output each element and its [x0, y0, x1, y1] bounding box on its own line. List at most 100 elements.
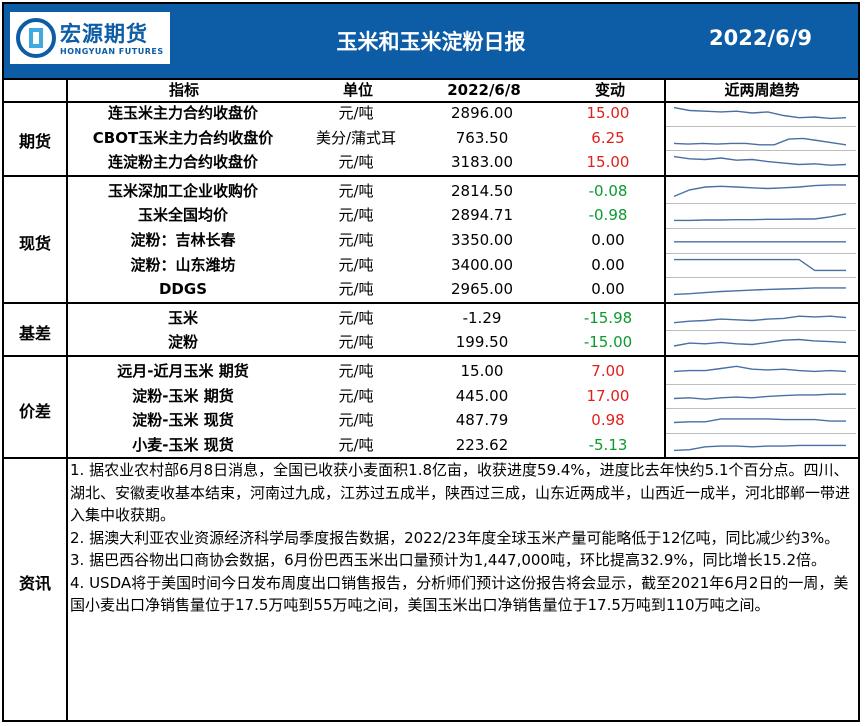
value-cell: 2896.00 — [450, 104, 514, 122]
trend-sparkline — [674, 258, 846, 271]
logo-english: HONGYUAN FUTURES — [60, 47, 164, 56]
value-cell: 487.79 — [455, 411, 509, 430]
report-title: 玉米和玉米淀粉日报 — [336, 30, 526, 54]
trend-sparkline — [673, 156, 847, 167]
indicator-name: 淀粉-玉米 现货 — [132, 411, 234, 430]
table-row: 玉米 元/吨 -1.29 -15.98 — [0, 306, 865, 331]
table-row: 连淀粉主力合约收盘价 元/吨 3183.00 15.00 — [0, 150, 865, 175]
news-item: 4. USDA将于美国时间今日发布周度出口销售报告，分析师们预计这份报告将会显示… — [70, 573, 849, 615]
col-date: 2022/6/8 — [447, 81, 521, 99]
indicator-name: 淀粉：山东潍坊 — [130, 255, 236, 274]
trend-sparkline — [673, 339, 847, 348]
section-label: 期货 — [18, 131, 51, 151]
trend-line — [673, 183, 846, 197]
trend-sparkline — [673, 106, 847, 120]
indicator-name: 玉米全国均价 — [137, 206, 228, 225]
value-cell: 199.50 — [455, 333, 509, 352]
news-body: 1. 据农业农村部6月8日消息，全国已收获小麦面积1.8亿亩，收获进度59.4%… — [70, 459, 850, 617]
column-divider — [664, 79, 666, 460]
indicator-name: DDGS — [158, 280, 208, 299]
logo-chinese: 宏源期货 — [60, 22, 148, 46]
trend-sparkline — [673, 315, 847, 324]
change-cell: 15.00 — [586, 104, 630, 122]
row-gridline — [666, 125, 856, 127]
value-cell: 3183.00 — [450, 153, 514, 172]
company-logo: 宏源期货 HONGYUAN FUTURES — [10, 12, 170, 64]
unit-cell: 元/吨 — [338, 308, 374, 327]
row-gridline — [666, 330, 856, 332]
change-cell: 0.00 — [591, 280, 625, 299]
value-cell: 15.00 — [460, 362, 504, 380]
trend-line — [673, 339, 847, 348]
table-row: 玉米全国均价 元/吨 2894.71 -0.98 — [0, 203, 865, 228]
indicator-name: 小麦-玉米 现货 — [132, 435, 234, 454]
change-cell: 7.00 — [591, 362, 625, 380]
indicator-name: 玉米 — [167, 308, 198, 327]
value-cell: 3400.00 — [450, 255, 514, 274]
col-trend: 近两周趋势 — [724, 81, 800, 99]
unit-cell: 元/吨 — [338, 411, 374, 430]
table-row: 远月-近月玉米 期货 元/吨 15.00 7.00 — [0, 359, 865, 384]
trend-line — [673, 393, 846, 400]
change-cell: 17.00 — [586, 386, 630, 405]
trend-sparkline — [673, 183, 846, 197]
unit-cell: 美分/蒲式耳 — [315, 128, 397, 147]
indicator-name: 淀粉：吉林长春 — [130, 231, 236, 249]
value-cell: 223.62 — [455, 435, 509, 454]
indicator-name: CBOT玉米主力合约收盘价 — [92, 128, 274, 147]
trend-line — [673, 315, 847, 324]
news-item: 3. 据巴西谷物出口商协会数据，6月份巴西玉米出口量预计为1,447,000吨，… — [70, 551, 827, 569]
unit-cell: 元/吨 — [338, 181, 374, 200]
table-row: 玉米深加工企业收购价 元/吨 2814.50 -0.08 — [0, 179, 865, 204]
col-unit: 单位 — [342, 81, 373, 99]
row-gridline — [666, 228, 856, 229]
row-gridline — [666, 432, 856, 434]
news-item: 2. 据澳大利亚农业资源经济科学局季度报告数据，2022/23年度全球玉米产量可… — [70, 528, 840, 547]
trend-sparkline — [673, 365, 847, 373]
value-cell: 2965.00 — [450, 280, 514, 299]
change-cell: 0.98 — [591, 411, 625, 430]
column-divider — [66, 79, 68, 722]
table-row: 连玉米主力合约收盘价 元/吨 2896.00 15.00 — [0, 101, 865, 126]
table-row: DDGS 元/吨 2965.00 0.00 — [0, 277, 865, 302]
change-cell: -5.13 — [588, 435, 628, 454]
unit-cell: 元/吨 — [338, 333, 374, 352]
trend-sparkline — [673, 444, 846, 451]
change-cell: -0.98 — [588, 206, 628, 225]
trend-line — [674, 213, 847, 222]
trend-line — [673, 444, 846, 451]
value-cell: -1.29 — [462, 308, 502, 327]
trend-line — [673, 287, 846, 296]
unit-cell: 元/吨 — [338, 206, 374, 225]
section-divider — [4, 355, 858, 357]
indicator-name: 玉米深加工企业收购价 — [107, 181, 258, 200]
row-gridline — [666, 203, 856, 205]
change-cell: 15.00 — [586, 153, 630, 172]
col-change: 变动 — [594, 81, 625, 99]
table-row: 淀粉-玉米 现货 元/吨 487.79 0.98 — [0, 408, 865, 433]
row-gridline — [666, 150, 856, 152]
section-divider — [4, 174, 858, 177]
trend-line — [674, 258, 846, 271]
value-cell: 3350.00 — [450, 231, 514, 249]
row-gridline — [666, 383, 856, 385]
col-indicator: 指标 — [168, 81, 199, 99]
table-row: 淀粉：山东潍坊 元/吨 3400.00 0.00 — [0, 253, 865, 278]
row-gridline — [666, 408, 856, 410]
change-cell: -15.00 — [583, 333, 633, 352]
change-cell: 6.25 — [591, 128, 625, 147]
trend-sparkline — [673, 418, 846, 424]
news-item: 1. 据农业农村部6月8日消息，全国已收获小麦面积1.8亿亩，收获进度59.4%… — [70, 461, 851, 524]
trend-sparkline — [674, 241, 846, 243]
value-cell: 2814.50 — [450, 181, 514, 200]
section-label: 基差 — [18, 324, 51, 344]
section-label: 价差 — [18, 402, 51, 422]
section-label: 现货 — [18, 234, 51, 254]
table-row: 淀粉-玉米 期货 元/吨 445.00 17.00 — [0, 384, 865, 409]
table-row: 淀粉：吉林长春 元/吨 3350.00 0.00 — [0, 228, 865, 253]
table-row: 淀粉 元/吨 199.50 -15.00 — [0, 330, 865, 355]
table-row: 小麦-玉米 现货 元/吨 223.62 -5.13 — [0, 433, 865, 458]
trend-line — [673, 365, 847, 373]
header-banner: 宏源期货 HONGYUAN FUTURES 玉米和玉米淀粉日报 2022/6/9 — [4, 4, 858, 80]
